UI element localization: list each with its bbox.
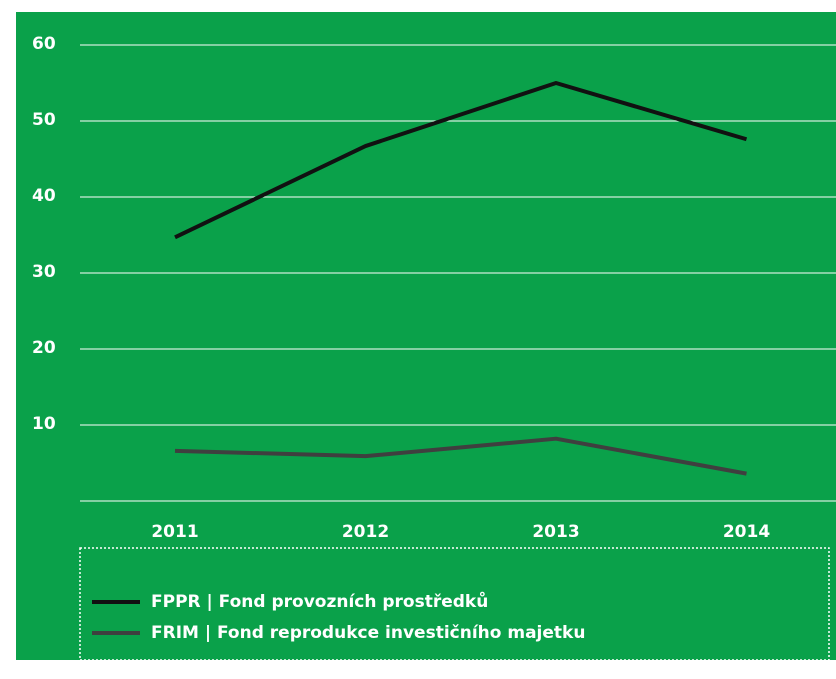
x-tick-label: 2014 bbox=[723, 522, 770, 542]
y-tick-label: 20 bbox=[32, 338, 56, 358]
legend-label: FRIM | Fond reprodukce investičního maje… bbox=[151, 623, 585, 643]
legend-label: FPPR | Fond provozních prostředků bbox=[151, 590, 488, 612]
data-line bbox=[174, 81, 748, 240]
y-tick-label: 30 bbox=[32, 262, 56, 282]
chart-background bbox=[16, 12, 836, 660]
legend-box bbox=[79, 547, 830, 661]
x-tick-label: 2012 bbox=[342, 522, 389, 542]
data-line bbox=[174, 436, 747, 476]
x-tick-label: 2013 bbox=[532, 522, 579, 542]
y-tick-label: 10 bbox=[32, 414, 56, 434]
y-tick-label: 50 bbox=[32, 110, 56, 130]
y-tick-label: 60 bbox=[32, 34, 56, 54]
x-tick-label: 2011 bbox=[151, 522, 198, 542]
y-tick-label: 40 bbox=[32, 186, 56, 206]
